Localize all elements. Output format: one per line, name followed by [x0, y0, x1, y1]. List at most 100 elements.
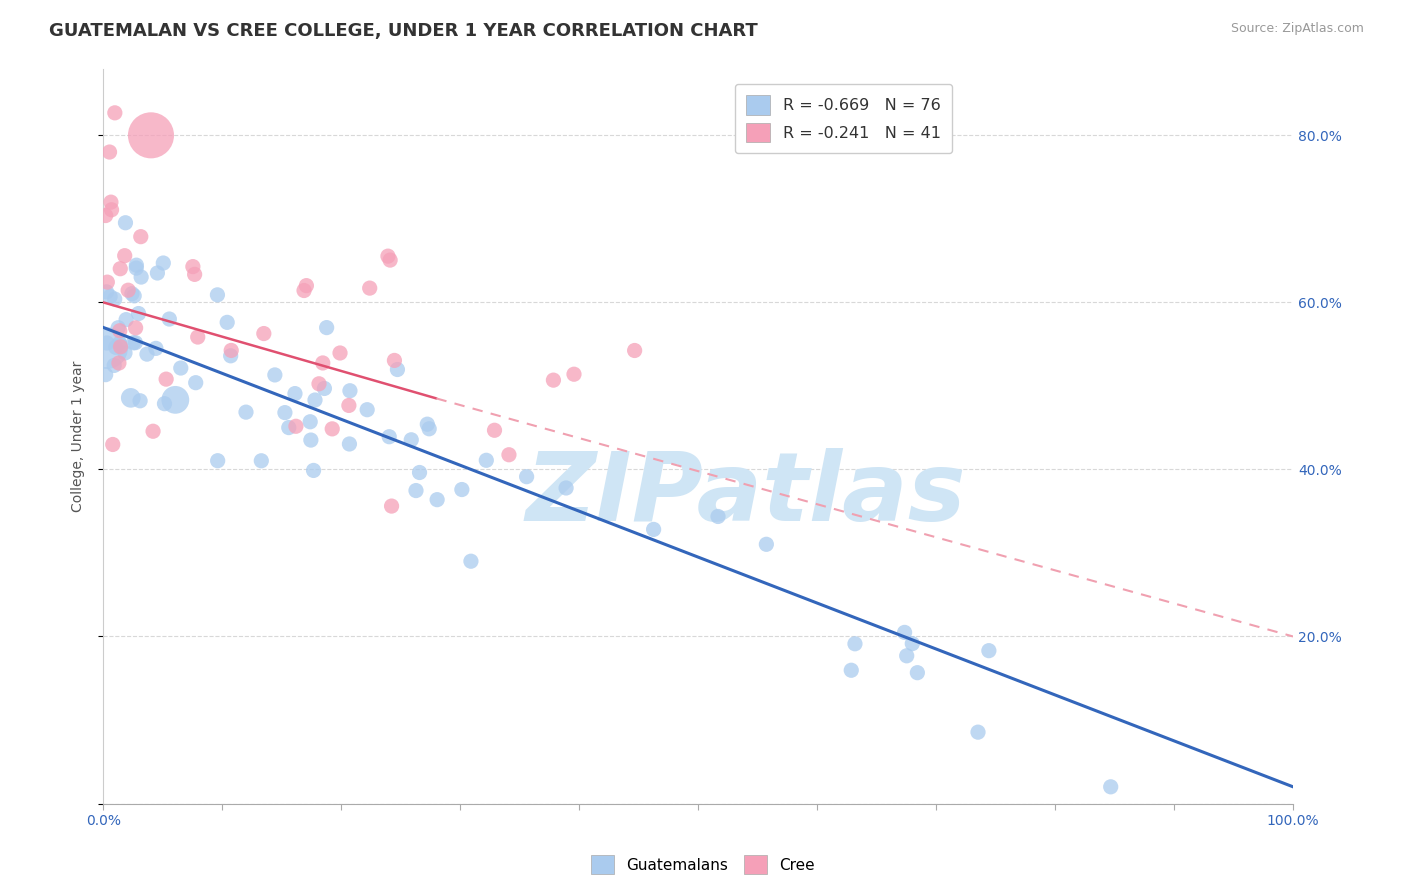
Point	[107, 320, 129, 334]
Point	[378, 253, 401, 268]
Point	[893, 625, 915, 640]
Point	[377, 249, 399, 263]
Point	[110, 261, 132, 276]
Point	[253, 326, 276, 341]
Point	[299, 415, 322, 429]
Point	[145, 342, 167, 356]
Point	[103, 359, 125, 373]
Point	[321, 422, 343, 436]
Point	[844, 637, 866, 651]
Point	[308, 376, 330, 391]
Point	[302, 463, 325, 477]
Point	[183, 268, 205, 282]
Point	[100, 195, 122, 210]
Legend: Guatemalans, Cree: Guatemalans, Cree	[585, 849, 821, 880]
Point	[408, 466, 430, 480]
Point	[94, 209, 117, 223]
Point	[755, 537, 778, 551]
Point	[356, 402, 378, 417]
Point	[146, 266, 169, 280]
Point	[516, 469, 538, 483]
Point	[235, 405, 257, 419]
Point	[207, 288, 229, 302]
Point	[498, 448, 520, 462]
Point	[901, 637, 924, 651]
Point	[124, 335, 146, 350]
Point	[484, 423, 506, 437]
Point	[337, 399, 360, 413]
Point	[460, 554, 482, 568]
Point	[339, 437, 361, 451]
Point	[401, 433, 423, 447]
Point	[418, 422, 440, 436]
Point	[125, 258, 148, 272]
Point	[104, 105, 127, 120]
Point	[219, 343, 242, 358]
Point	[312, 356, 335, 370]
Point	[475, 453, 498, 467]
Point	[292, 284, 315, 298]
Point	[108, 324, 131, 338]
Point	[101, 437, 124, 451]
Point	[115, 312, 138, 326]
Point	[108, 336, 131, 351]
Point	[314, 381, 336, 395]
Point	[555, 481, 578, 495]
Point	[96, 285, 118, 299]
Point	[120, 391, 142, 405]
Point	[384, 353, 406, 368]
Point	[329, 346, 352, 360]
Point	[416, 417, 439, 432]
Point	[219, 349, 242, 363]
Point	[896, 648, 918, 663]
Legend: R = -0.669   N = 76, R = -0.241   N = 41: R = -0.669 N = 76, R = -0.241 N = 41	[735, 84, 952, 153]
Point	[905, 665, 928, 680]
Point	[170, 361, 193, 376]
Point	[121, 286, 143, 301]
Point	[165, 392, 187, 407]
Point	[96, 341, 118, 355]
Point	[94, 368, 117, 382]
Point	[380, 499, 402, 513]
Point	[839, 663, 862, 677]
Point	[114, 346, 136, 360]
Point	[1099, 780, 1122, 794]
Point	[339, 384, 361, 398]
Point	[129, 270, 152, 285]
Point	[98, 145, 121, 159]
Point	[104, 292, 127, 306]
Point	[100, 202, 122, 217]
Point	[98, 289, 121, 303]
Point	[155, 372, 177, 386]
Point	[142, 424, 165, 438]
Point	[562, 368, 585, 382]
Y-axis label: College, Under 1 year: College, Under 1 year	[72, 360, 86, 512]
Point	[152, 256, 174, 270]
Point	[181, 260, 204, 274]
Point	[110, 340, 132, 354]
Point	[977, 643, 1000, 657]
Point	[707, 509, 730, 524]
Point	[114, 249, 136, 263]
Text: GUATEMALAN VS CREE COLLEGE, UNDER 1 YEAR CORRELATION CHART: GUATEMALAN VS CREE COLLEGE, UNDER 1 YEAR…	[49, 22, 758, 40]
Point	[387, 362, 409, 376]
Point	[129, 229, 152, 244]
Point	[277, 420, 299, 434]
Point	[184, 376, 207, 390]
Point	[187, 330, 209, 344]
Point	[108, 356, 131, 370]
Point	[359, 281, 381, 295]
Point	[139, 128, 162, 143]
Point	[543, 373, 565, 387]
Point	[315, 320, 337, 334]
Point	[643, 523, 665, 537]
Point	[128, 307, 150, 321]
Point	[207, 453, 229, 467]
Point	[122, 335, 145, 350]
Point	[104, 340, 127, 354]
Point	[274, 406, 297, 420]
Point	[299, 433, 322, 447]
Point	[304, 392, 326, 407]
Point	[450, 483, 472, 497]
Point	[114, 216, 136, 230]
